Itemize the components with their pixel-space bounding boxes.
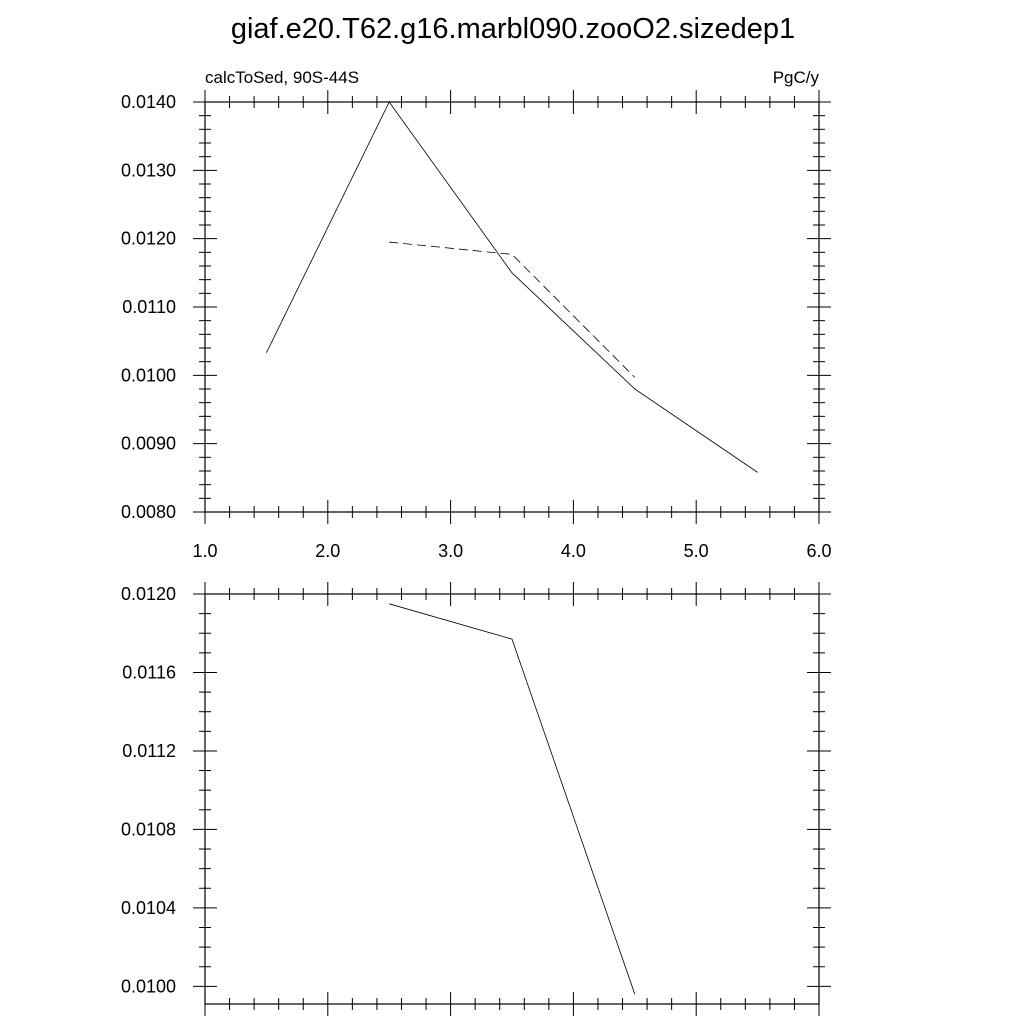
top-y-tick-label-0p008: 0.0080 bbox=[121, 502, 176, 522]
top-panel: calcToSed, 90S-44S PgC/y 1.0 2.0 3.0 4.0 5.0… bbox=[121, 68, 832, 561]
bottom-panel-ticks bbox=[193, 582, 831, 1016]
top-panel-ticks bbox=[193, 90, 831, 524]
bottom-y-tick-label-0p0104: 0.0104 bbox=[121, 898, 176, 918]
figure-title: giaf.e20.T62.g16.marbl090.zooO2.sizedep1 bbox=[231, 13, 795, 45]
top-panel-tick-labels: 1.0 2.0 3.0 4.0 5.0 6.0 0.0080 0.0090 0.0100 0.01… bbox=[121, 92, 832, 561]
bottom-y-tick-label-0p012: 0.0120 bbox=[121, 584, 176, 604]
top-y-tick-label-0p012: 0.0120 bbox=[121, 229, 176, 249]
top-x-tick-label-4: 4.0 bbox=[561, 541, 586, 561]
top-x-tick-label-5: 5.0 bbox=[684, 541, 709, 561]
top-panel-right-subtitle: PgC/y bbox=[773, 68, 820, 87]
top-y-tick-label-0p011: 0.0110 bbox=[122, 297, 176, 317]
top-y-tick-label-0p01: 0.0100 bbox=[121, 365, 176, 385]
bottom-panel: 0.0100 0.0104 0.0108 0.0112 0.0116 0.0120 bbox=[121, 582, 831, 1016]
top-x-tick-label-3: 3.0 bbox=[438, 541, 463, 561]
bottom-y-tick-label-0p0116: 0.0116 bbox=[122, 662, 176, 682]
top-y-tick-label-0p014: 0.0140 bbox=[121, 92, 176, 112]
bottom-y-tick-label-0p01: 0.0100 bbox=[121, 976, 176, 996]
bottom-panel-tick-labels: 0.0100 0.0104 0.0108 0.0112 0.0116 0.0120 bbox=[121, 584, 176, 996]
top-y-tick-label-0p009: 0.0090 bbox=[121, 434, 176, 454]
top-panel-left-subtitle: calcToSed, 90S-44S bbox=[205, 68, 359, 87]
top-series-0-solid-line bbox=[266, 101, 758, 473]
bottom-panel-series bbox=[389, 603, 636, 995]
bottom-series-0-solid-line bbox=[389, 603, 636, 995]
top-y-tick-label-0p013: 0.0130 bbox=[121, 160, 176, 180]
top-series-1-dashed-line bbox=[389, 241, 636, 378]
top-panel-series bbox=[266, 101, 758, 473]
top-panel-plot-frame bbox=[204, 101, 820, 513]
bottom-y-tick-label-0p0112: 0.0112 bbox=[122, 741, 176, 761]
top-x-tick-label-6: 6.0 bbox=[806, 541, 831, 561]
top-x-tick-label-2: 2.0 bbox=[315, 541, 340, 561]
bottom-panel-plot-frame bbox=[204, 593, 820, 1005]
top-x-tick-label-1: 1.0 bbox=[192, 541, 217, 561]
bottom-y-tick-label-0p0108: 0.0108 bbox=[121, 819, 176, 839]
